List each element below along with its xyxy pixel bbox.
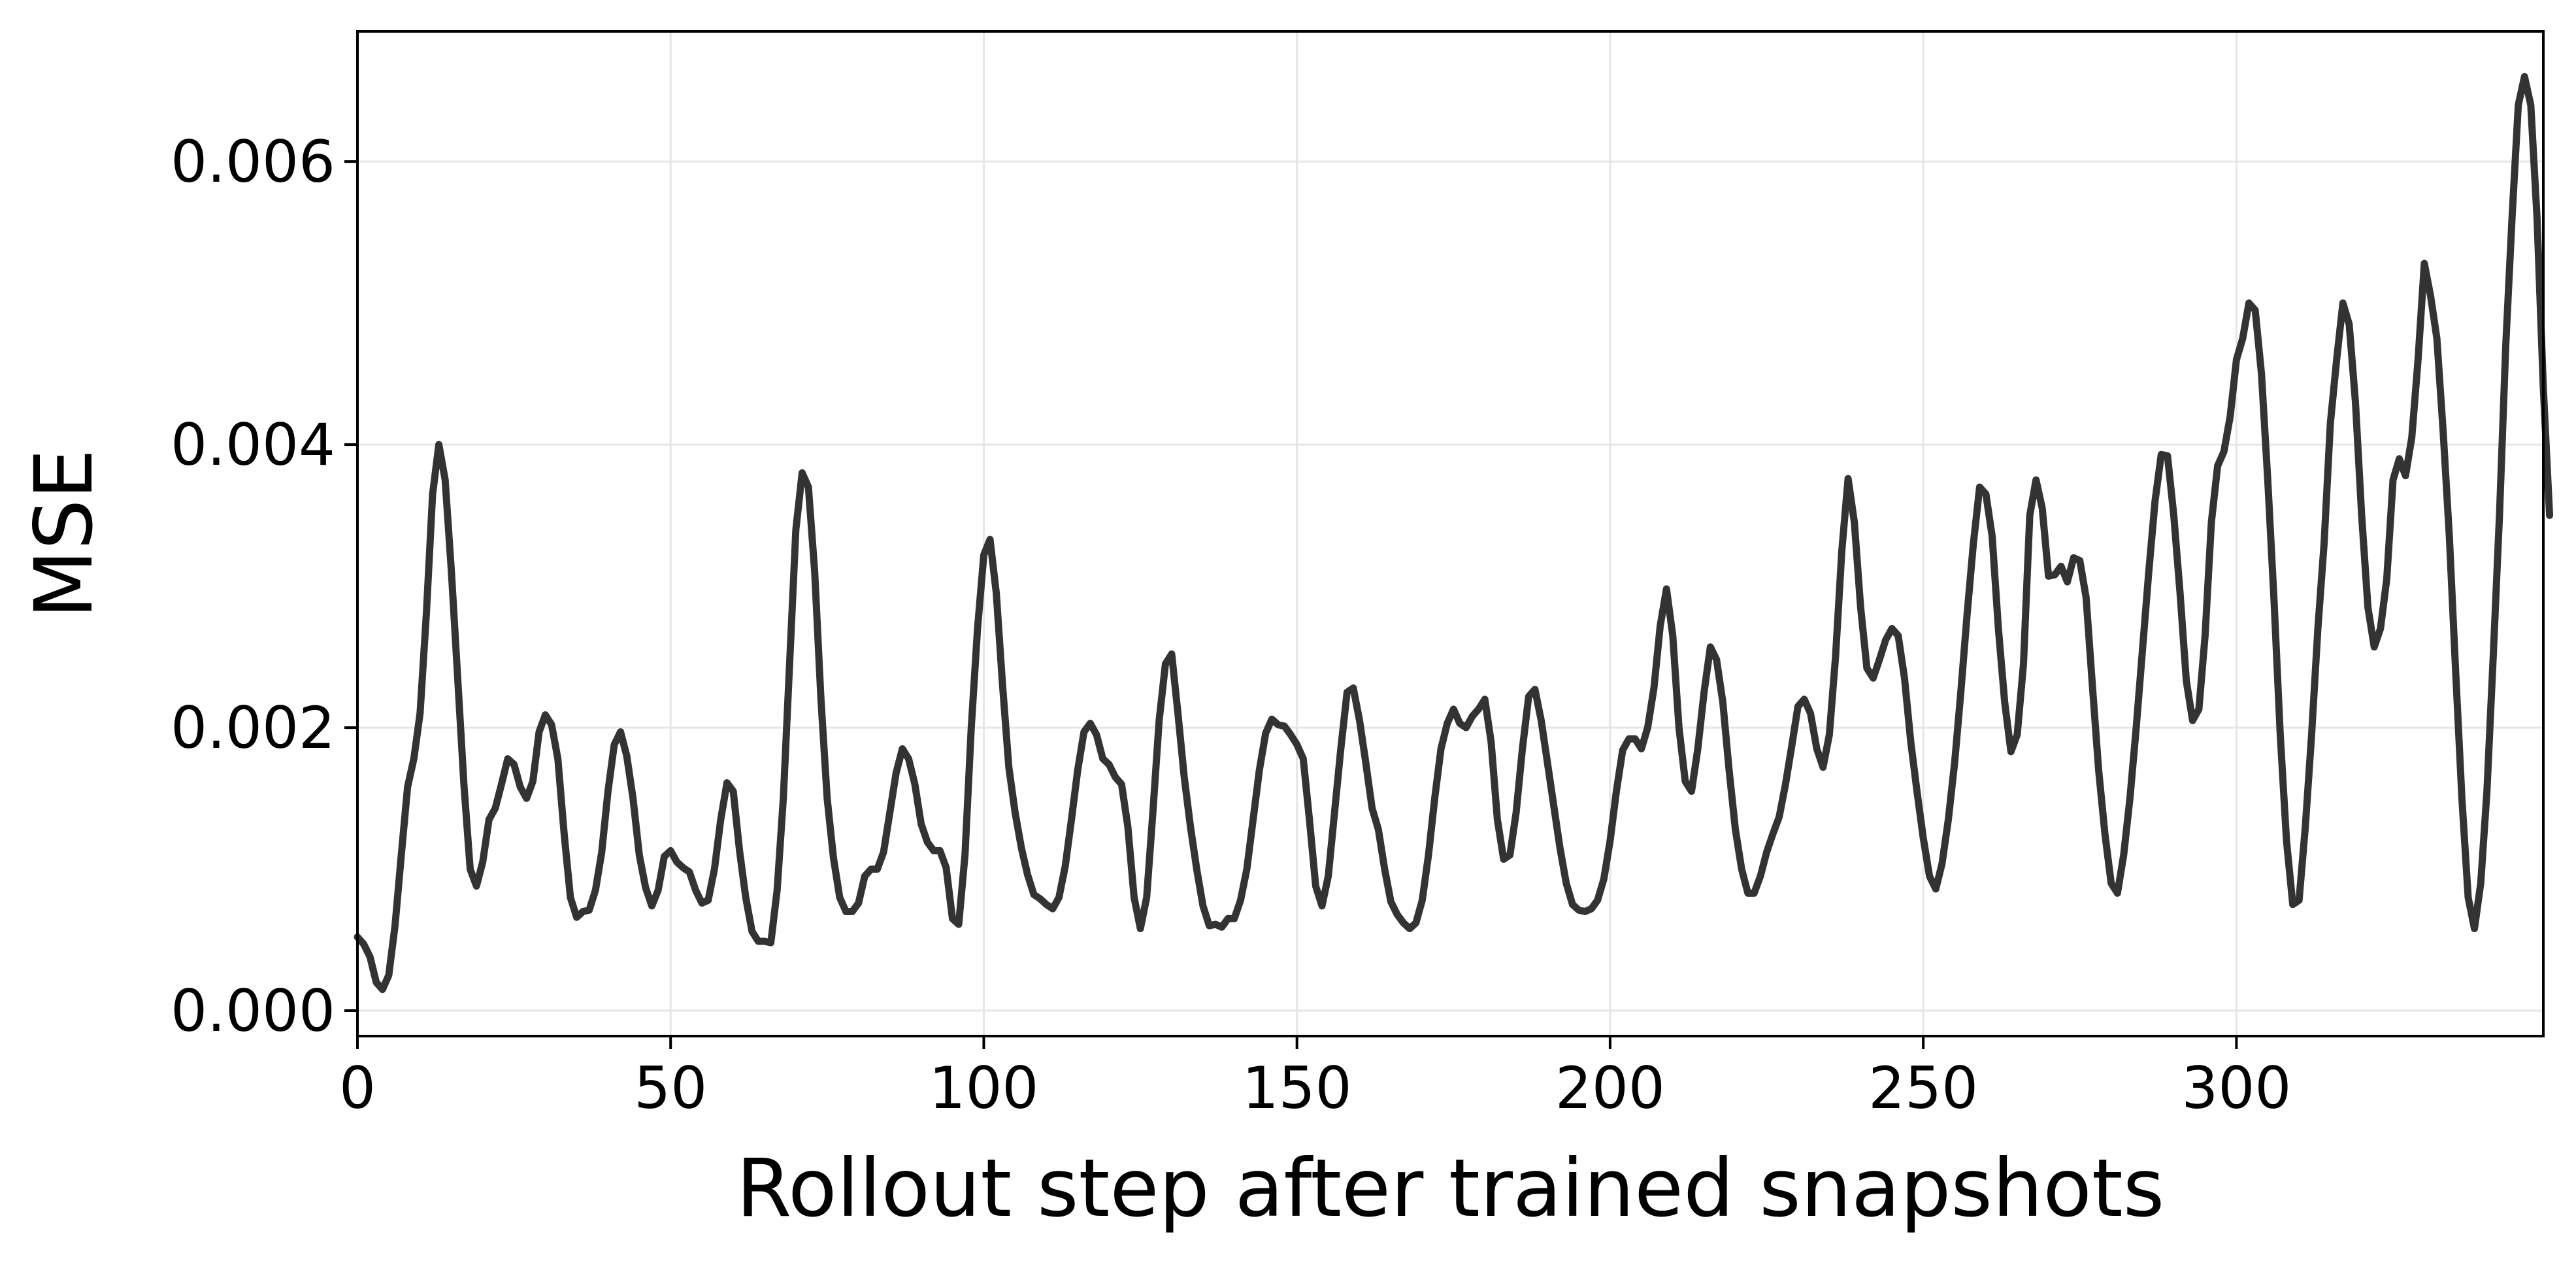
x-tick-label: 100 — [929, 1054, 1038, 1122]
y-axis-label: MSE — [18, 449, 110, 619]
tick-layer: 0 50 100 150 200 250 300 0.000 0.002 0.004 0.006 — [171, 128, 2291, 1122]
y-tick-label: 0.006 — [171, 128, 335, 195]
x-axis-label: Rollout step after trained snapshots — [736, 1142, 2165, 1235]
y-tick-label: 0.000 — [171, 977, 335, 1045]
x-tick-label: 200 — [1555, 1054, 1665, 1122]
gridlines — [356, 31, 2543, 1036]
x-tick-label: 250 — [1868, 1054, 1978, 1122]
x-tick-label: 300 — [2181, 1054, 2291, 1122]
plot-frame — [356, 30, 2545, 1037]
x-tick-label: 150 — [1242, 1054, 1352, 1122]
series-layer — [354, 73, 2554, 994]
x-tick-label: 0 — [339, 1054, 376, 1122]
mse-series-line — [354, 73, 2554, 994]
x-tick-label: 50 — [634, 1054, 707, 1122]
y-tick-label: 0.002 — [171, 694, 335, 762]
y-tick-label: 0.004 — [171, 411, 335, 478]
